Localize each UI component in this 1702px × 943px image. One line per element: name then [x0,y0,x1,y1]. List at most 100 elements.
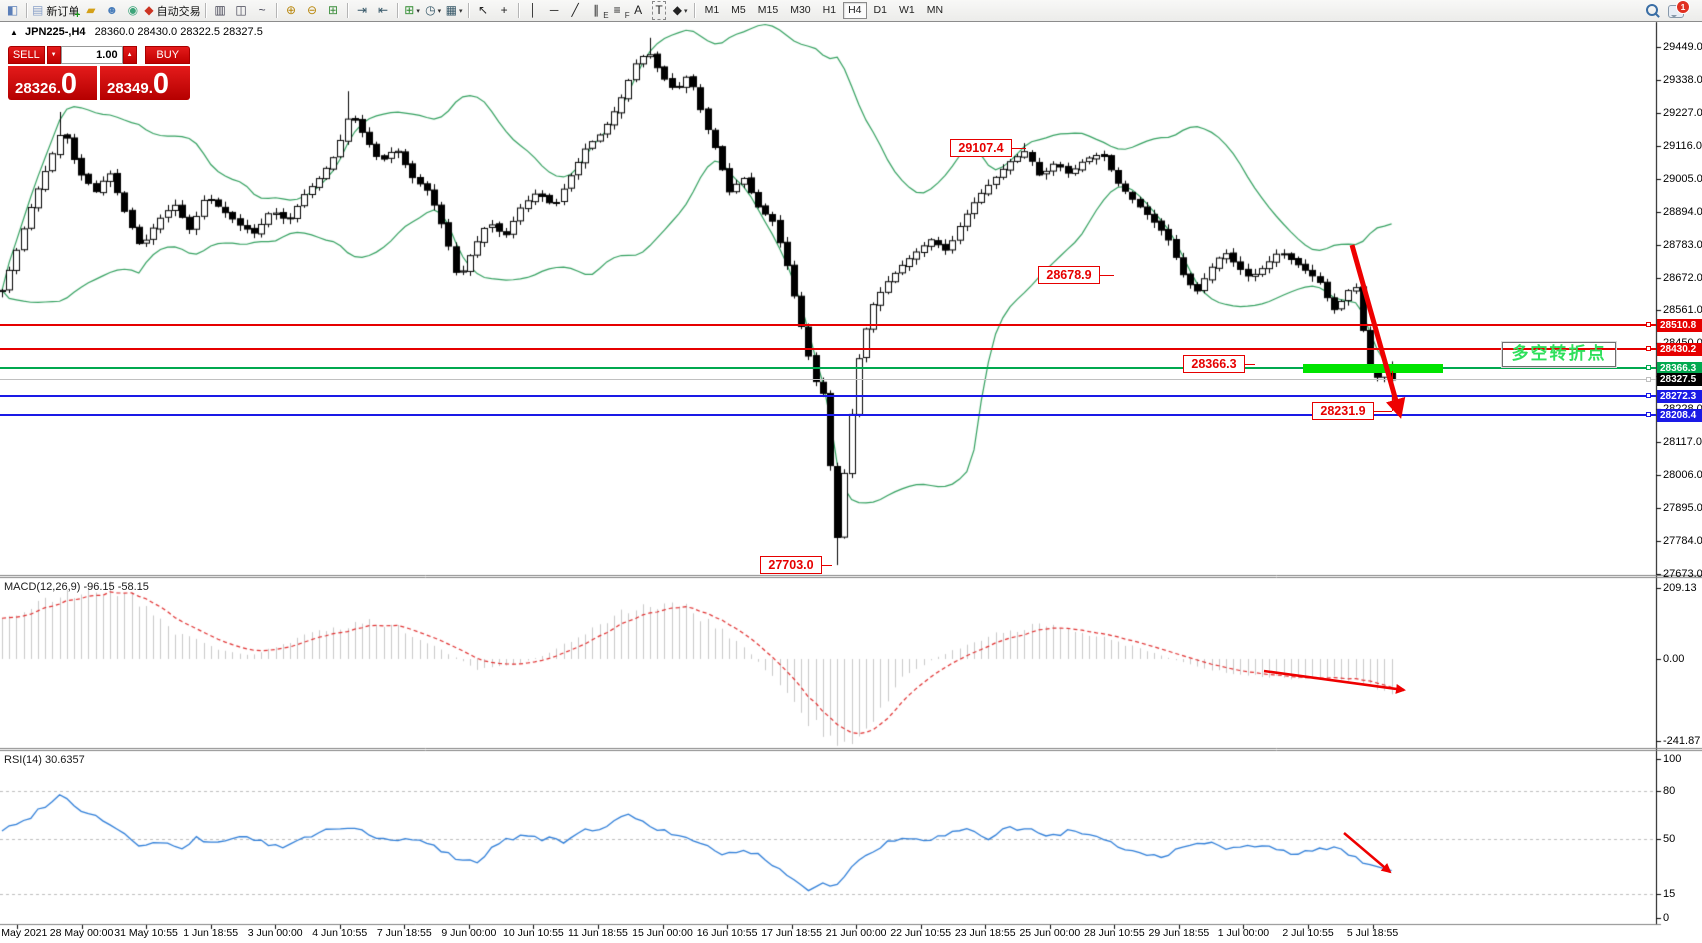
timeframe-m5-button[interactable]: M5 [731,4,746,16]
volume-increase-button[interactable]: ▲ [122,46,137,64]
timeframe-d1-button[interactable]: D1 [873,4,887,16]
template-button[interactable]: ▦ ▾ [445,3,463,17]
autotrading-button[interactable]: ◆ 自动交易 [144,2,200,19]
candlestick-chart-icon[interactable]: ◫ [232,2,251,19]
toolbar-separator [517,3,520,18]
buy-button[interactable]: BUY [145,46,190,64]
price-annotation[interactable]: 28678.9 [1038,266,1100,284]
horizontal-line-icon: ─ [549,3,559,17]
volume-input[interactable] [60,46,123,64]
price-annotation[interactable]: 28231.9 [1312,402,1374,420]
price-level-line[interactable] [0,348,1656,351]
level-anchor[interactable] [1646,393,1651,399]
zoom-out-icon[interactable]: ⊖ [303,2,322,19]
symbol-header: ▲ JPN225-,H4 28360.0 28430.0 28322.5 283… [10,26,263,38]
price-annotation[interactable]: 27703.0 [760,556,822,574]
new-order-button[interactable]: ▤ + 新订单 [32,3,81,21]
annotation-connector [1245,364,1255,365]
tile-windows-icon: ⊞ [328,3,339,17]
new-order-button-label: 新订单 [46,5,80,18]
level-anchor[interactable] [1646,346,1651,352]
fibonacci-icon[interactable]: ≡ F [613,3,630,20]
timeframe-mn-button[interactable]: MN [926,4,944,16]
profiles-icon: ◷ [425,3,436,17]
signals-icon[interactable]: ◉ [123,2,142,19]
sell-button[interactable]: SELL [8,46,45,64]
arrows-button[interactable]: ◆ ▾ [672,3,688,17]
label-icon[interactable]: T [650,1,669,20]
horizontal-line-icon[interactable]: ─ [545,2,564,19]
panel-toggle-icon[interactable]: ▲ [10,28,18,37]
cursor-icon: ↖ [478,3,489,17]
level-anchor[interactable] [1646,376,1651,382]
chart-partial-icon[interactable]: ◧ [3,2,22,19]
tile-windows-icon[interactable]: ⊞ [324,2,343,19]
price-level-line[interactable] [0,414,1656,417]
price-axis-badge: 28366.3 [1657,361,1702,375]
time-axis-label: 9 Jun 00:00 [441,927,497,939]
price-annotation[interactable]: 28366.3 [1183,355,1245,373]
auto-scroll-icon[interactable]: ⇥ [353,2,372,19]
price-level-line[interactable] [0,379,1656,381]
time-axis-label: 7 Jun 18:55 [376,927,432,939]
timeframe-h4-button[interactable]: H4 [843,2,867,19]
annotation-connector [1374,411,1392,412]
zoom-in-icon[interactable]: ⊕ [282,2,301,19]
chart-shift-icon: ⇤ [378,3,389,17]
annotation-connector [1392,371,1393,411]
timeframe-h1-button[interactable]: H1 [822,4,837,16]
toolbar-separator [693,3,696,18]
bar-chart-icon[interactable]: ▥ [211,2,230,19]
turning-point-label[interactable]: 多空转折点 [1501,341,1617,368]
highlight-bar[interactable] [1303,364,1443,373]
cursor-icon[interactable]: ↖ [474,2,493,19]
timeframe-w1-button[interactable]: W1 [898,4,915,16]
price-axis-badge: 28510.8 [1657,318,1702,332]
rsi-axis-label: 15 [1663,888,1676,901]
level-anchor[interactable] [1646,412,1651,418]
gold-chart-icon[interactable]: ▰ [81,2,100,19]
price-level-line[interactable] [0,395,1656,398]
candlestick-chart-icon: ◫ [235,3,247,17]
search-icon[interactable] [1646,4,1658,16]
timeframe-m1-button[interactable]: M1 [704,4,720,16]
fibonacci-icon: ≡ [613,3,621,17]
profiles-button[interactable]: ◷ ▾ [425,3,442,17]
sell-price[interactable]: 28326. 0 [8,66,97,100]
crosshair-icon[interactable]: + [495,2,514,19]
volume-decrease-button[interactable]: ▼ [46,46,61,64]
price-axis-label: 29005.0 [1663,172,1702,185]
timeframe-m15-button[interactable]: M15 [757,4,779,16]
notifications-icon[interactable]: 1 [1668,0,1690,18]
level-anchor[interactable] [1646,322,1651,328]
trendline-icon: ╱ [571,3,579,17]
vertical-line-icon[interactable]: │ [524,2,543,19]
time-axis-label: 4 Jun 10:55 [312,927,368,939]
price-level-line[interactable] [0,367,1656,370]
line-chart-icon[interactable]: ~ [253,2,272,19]
time-axis-label: 5 Jul 18:55 [1346,927,1399,939]
chart-shift-icon[interactable]: ⇤ [374,2,393,19]
toolbar-separator [275,3,278,18]
rsi-axis-label: 50 [1663,832,1676,845]
price-axis-badge: 28208.4 [1657,408,1702,422]
level-anchor[interactable] [1646,365,1651,371]
new-order-icon: ▤ [32,3,44,17]
gold-chart-icon: ▰ [86,3,96,17]
community-icon[interactable]: ☻ [102,2,121,19]
text-icon[interactable]: A [629,2,648,19]
toolbar-separator [396,3,399,18]
price-level-line[interactable] [0,324,1656,327]
timeframe-m30-button[interactable]: M30 [790,4,811,16]
new-chart-button[interactable]: ⊞ ▾ [404,3,420,17]
time-axis-label: 11 Jun 18:55 [567,927,628,939]
buy-price[interactable]: 28349. 0 [100,66,190,100]
text-icon: A [634,3,643,17]
price-annotation[interactable]: 29107.4 [950,139,1012,157]
channel-icon[interactable]: ∥ E [593,3,609,20]
time-axis-label: 23 Jun 18:55 [954,927,1016,939]
trendline-icon[interactable]: ╱ [566,2,585,19]
crosshair-icon: + [500,3,508,17]
